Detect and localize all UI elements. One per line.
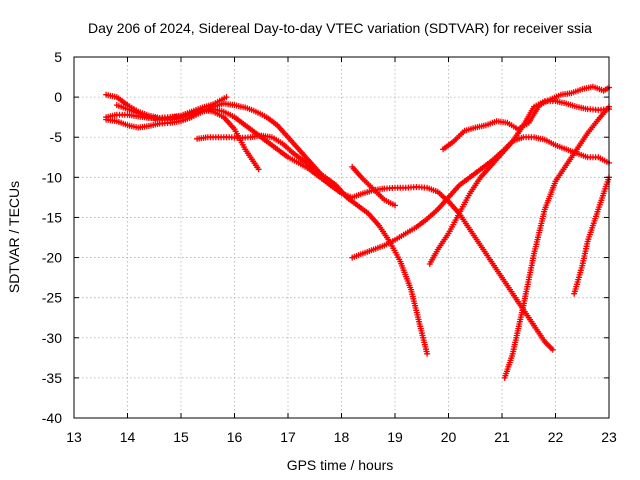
x-tick-label: 22 — [548, 429, 564, 445]
x-tick-label: 21 — [494, 429, 510, 445]
x-axis-label: GPS time / hours — [287, 457, 394, 473]
x-tick-label: 20 — [441, 429, 457, 445]
data-point — [392, 202, 398, 209]
y-tick-label: 5 — [54, 49, 62, 65]
y-tick-label: -10 — [42, 169, 62, 185]
track-line — [428, 100, 611, 266]
y-axis-label: SDTVAR / TECUs — [6, 181, 22, 293]
series-track-4 — [113, 100, 556, 353]
axis-ticks: 13 14 15 16 17 18 19 20 21 22 23 5 0 -5 -10 -15 -20 -25 -3… — [42, 49, 617, 445]
y-tick-label: -20 — [42, 250, 62, 266]
chart-title: Day 206 of 2024, Sidereal Day-to-day VTE… — [88, 20, 592, 36]
y-tick-label: -30 — [42, 330, 62, 346]
series-track-11 — [571, 174, 612, 297]
series-track-1 — [103, 91, 262, 173]
y-tick-label: -5 — [50, 129, 63, 145]
x-tick-label: 19 — [387, 429, 403, 445]
track-line — [115, 102, 554, 351]
series-track-5 — [194, 132, 431, 357]
x-tick-label: 17 — [280, 429, 296, 445]
x-tick-label: 13 — [66, 429, 82, 445]
x-tick-label: 14 — [120, 429, 136, 445]
y-tick-label: -40 — [42, 410, 62, 426]
x-tick-label: 15 — [173, 429, 189, 445]
data-series — [103, 83, 612, 381]
series-track-8 — [440, 83, 612, 153]
data-point — [424, 350, 431, 357]
x-tick-label: 16 — [227, 429, 243, 445]
y-tick-label: -35 — [42, 370, 62, 386]
series-track-7 — [349, 163, 398, 209]
series-track-9 — [426, 98, 612, 267]
data-point — [223, 94, 230, 101]
y-tick-label: 0 — [54, 89, 62, 105]
y-tick-label: -15 — [42, 209, 62, 225]
y-tick-label: -25 — [42, 290, 62, 306]
data-point — [549, 346, 556, 353]
x-tick-label: 18 — [334, 429, 350, 445]
data-point — [255, 166, 262, 173]
series-track-10 — [501, 103, 612, 381]
x-tick-label: 23 — [601, 429, 617, 445]
